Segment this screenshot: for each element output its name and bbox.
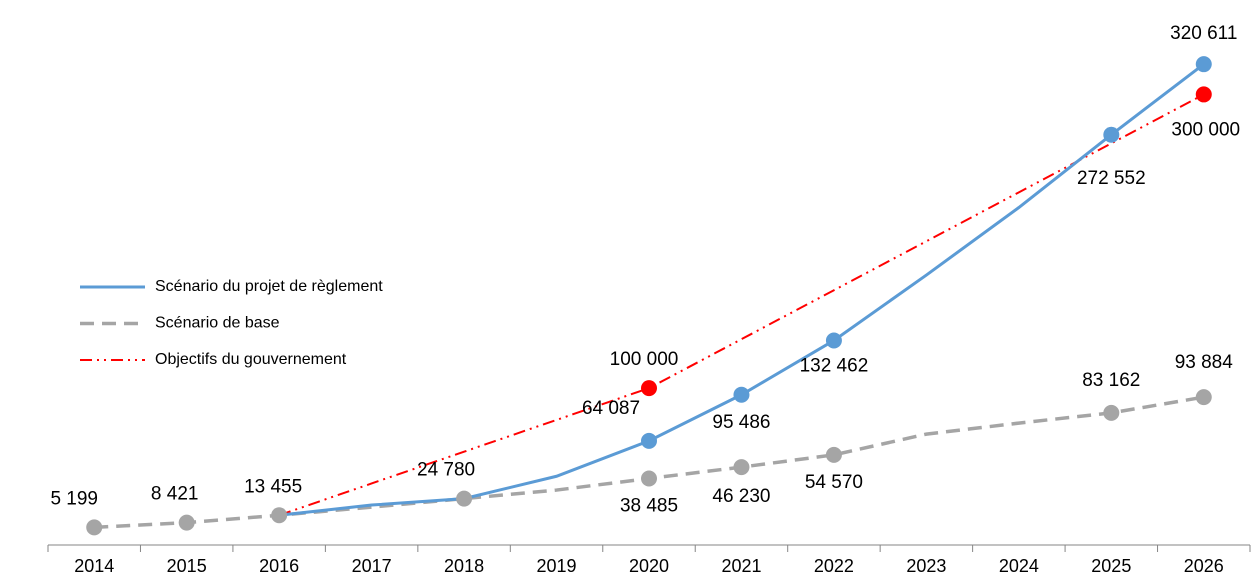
data-label: 272 552 [1077,168,1146,189]
data-label: 38 485 [620,495,678,516]
x-tick-label: 2021 [721,556,761,576]
x-tick-label: 2014 [74,556,114,576]
data-label: 83 162 [1082,370,1140,391]
x-tick-label: 2023 [906,556,946,576]
marker [641,470,657,487]
marker [1195,389,1212,406]
marker [271,507,288,524]
marker [641,432,657,449]
marker [1103,404,1120,421]
data-label: 320 611 [1170,23,1237,44]
x-tick-label: 2026 [1184,556,1224,576]
marker [1195,86,1212,103]
data-label: 8 421 [151,484,199,505]
data-label: 54 570 [805,472,863,493]
marker [1195,56,1212,73]
data-label: 100 000 [610,349,679,370]
legend-label: Objectifs du gouvernement [155,351,347,368]
x-tick-label: 2019 [537,556,577,576]
series-line [278,93,1205,517]
series-line [278,62,1205,517]
data-label: 24 780 [417,460,475,481]
data-label: 46 230 [712,486,770,507]
data-label: 300 000 [1171,119,1240,140]
x-tick-label: 2016 [259,556,299,576]
marker [641,380,657,397]
x-tick-label: 2020 [629,556,669,576]
data-label: 13 455 [244,476,302,497]
x-tick-label: 2017 [352,556,392,576]
data-label: 93 884 [1175,352,1234,373]
marker [456,490,473,507]
legend-label: Scénario de base [155,315,280,332]
data-label: 132 462 [800,355,869,376]
data-label: 64 087 [582,398,640,419]
data-label: 95 486 [712,412,770,433]
data-label: 5 199 [50,488,98,509]
x-tick-label: 2018 [444,556,484,576]
marker [733,459,750,476]
marker [825,332,842,349]
marker [86,519,103,536]
legend-label: Scénario du projet de règlement [155,278,383,295]
marker [733,386,750,403]
marker [178,514,195,531]
x-tick-label: 2015 [167,556,207,576]
marker [1103,126,1120,143]
x-tick-label: 2022 [814,556,854,576]
x-tick-label: 2025 [1091,556,1131,576]
x-tick-label: 2024 [999,556,1039,576]
marker [825,446,842,463]
